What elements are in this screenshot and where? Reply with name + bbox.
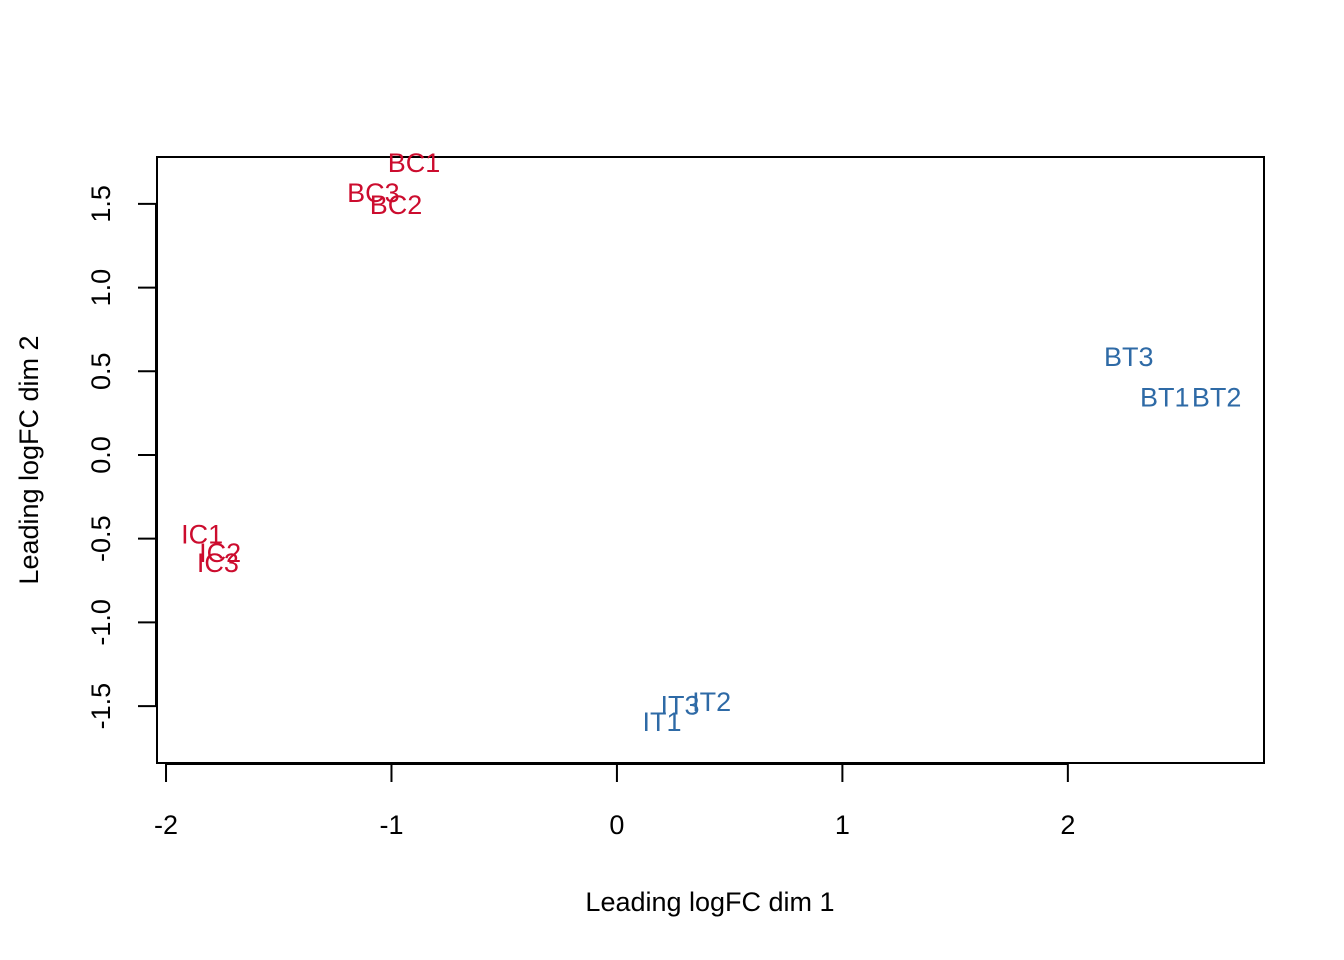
y-tick-label: -1.0	[86, 599, 116, 646]
point-label-ic2: IC2	[199, 538, 241, 568]
y-axis-title: Leading logFC dim 2	[14, 335, 44, 584]
x-axis: -2 -1 0 1 2	[154, 763, 1075, 840]
point-label-bt1: BT1	[1140, 382, 1190, 412]
y-tick-label: -0.5	[86, 515, 116, 562]
plot-frame	[156, 156, 1265, 764]
point-label-bt3: BT3	[1104, 342, 1154, 372]
y-tick-label: -1.5	[86, 683, 116, 730]
x-tick-label: -2	[154, 810, 178, 840]
y-axis: -1.5 -1.0 -0.5 0.0 0.5 1.0 1.5	[86, 185, 157, 730]
x-tick-label: 2	[1060, 810, 1075, 840]
point-label-bt2: BT2	[1192, 382, 1242, 412]
x-tick-label: 0	[609, 810, 624, 840]
point-label-ic3: IC3	[197, 548, 239, 578]
point-label-bc2: BC2	[370, 190, 423, 220]
x-axis-title: Leading logFC dim 1	[585, 887, 834, 917]
point-label-bc3: BC3	[347, 178, 400, 208]
point-label-ic1: IC1	[181, 520, 223, 550]
point-label-bc1: BC1	[388, 148, 441, 178]
y-tick-label: 1.0	[86, 269, 116, 307]
y-tick-label: 0.0	[86, 436, 116, 474]
point-label-it1: IT1	[643, 707, 682, 737]
y-tick-label: 0.5	[86, 353, 116, 391]
x-tick-label: 1	[835, 810, 850, 840]
point-label-it3: IT3	[661, 690, 700, 720]
y-tick-label: 1.5	[86, 185, 116, 223]
point-label-it2: IT2	[692, 687, 731, 717]
x-tick-label: -1	[379, 810, 403, 840]
